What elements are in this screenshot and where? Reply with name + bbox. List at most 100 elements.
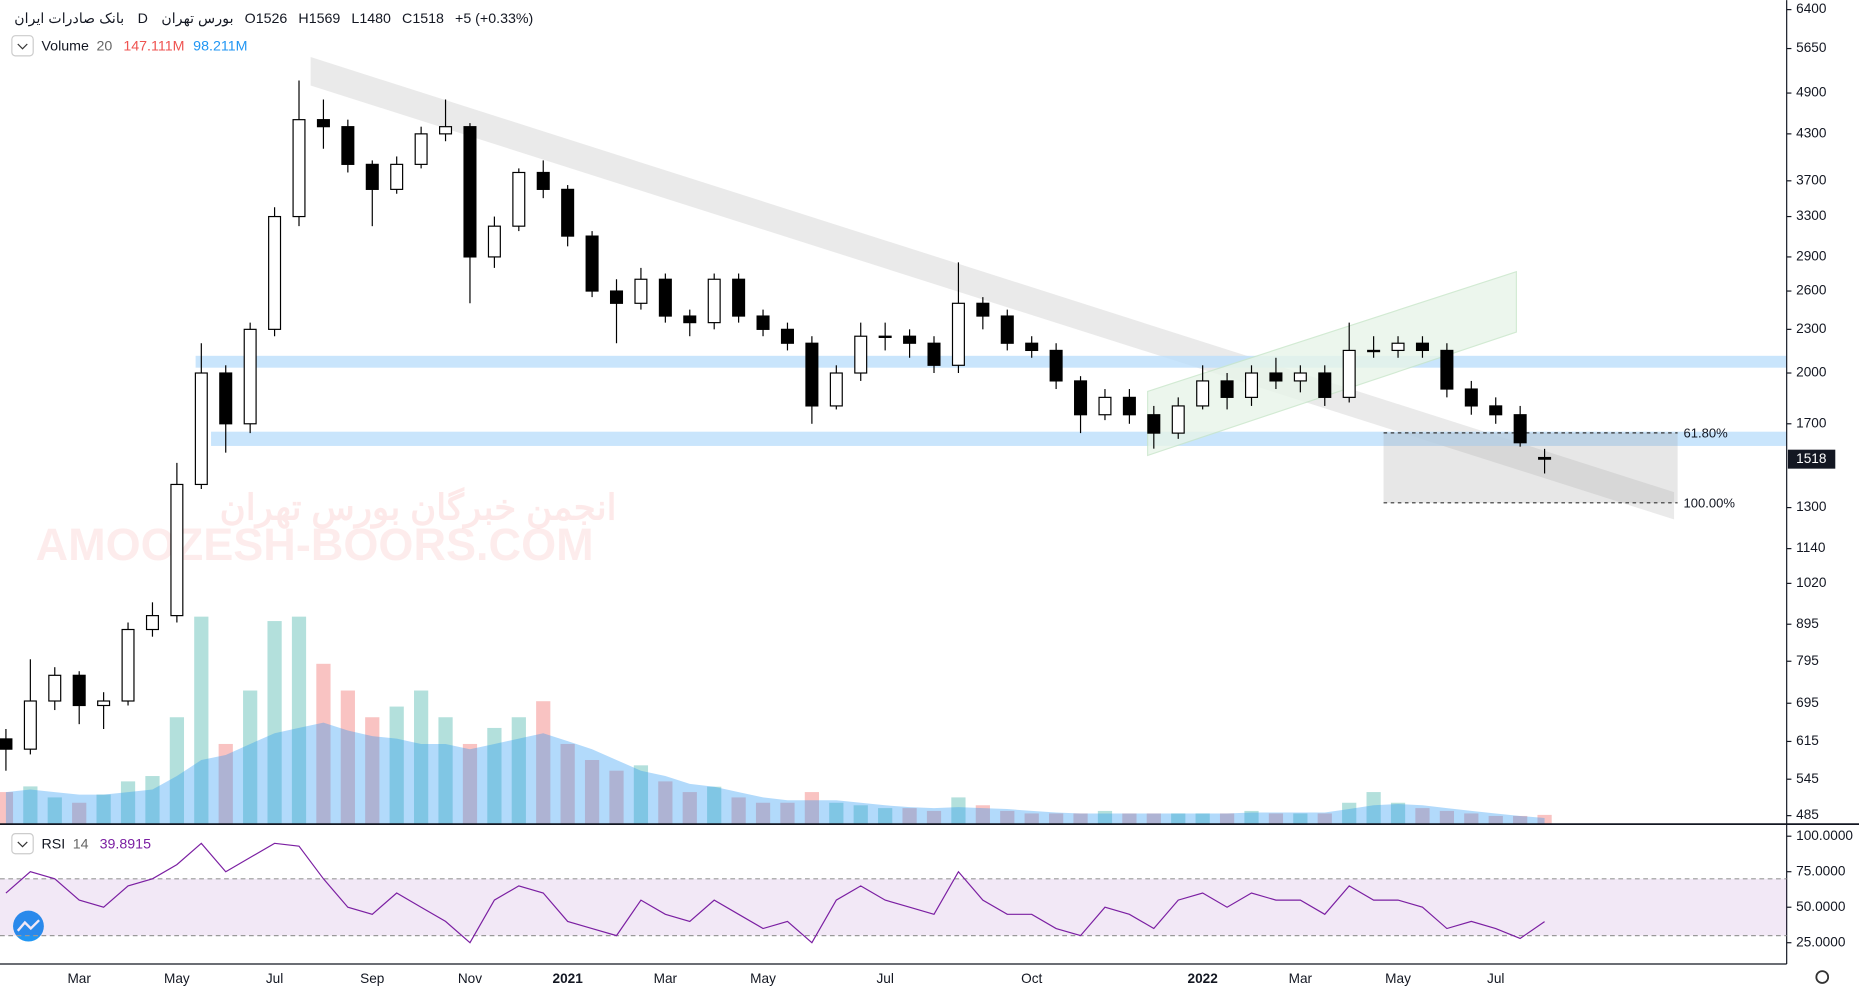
candle-body	[829, 372, 843, 407]
volume-bar	[1513, 815, 1528, 825]
volume-bar	[120, 781, 136, 825]
volume-bar	[731, 797, 746, 825]
plot: 61.80% 100.00% انجمن خبرگان بورس تهران A…	[0, 57, 1787, 825]
candle-body	[1440, 349, 1454, 390]
candle-body	[1489, 405, 1503, 416]
volume-bar	[1293, 813, 1308, 825]
volume-bar	[1000, 810, 1015, 825]
x-tick-label: Nov	[458, 971, 482, 986]
candle-body	[634, 278, 648, 304]
volume-bar	[511, 717, 526, 825]
ohlc-value: 1526	[256, 11, 288, 27]
candle-body	[585, 235, 599, 292]
y-tick-label: 4300	[1796, 125, 1827, 140]
watermark: انجمن خبرگان بورس تهران	[220, 485, 617, 529]
price-tag-label: 1518	[1796, 451, 1826, 466]
candle-body	[561, 188, 575, 237]
x-tick-label: May	[750, 971, 776, 986]
volume-bar	[487, 727, 502, 825]
candle-body	[1269, 372, 1283, 382]
candle-body	[170, 483, 184, 617]
volume-bar	[1439, 810, 1455, 825]
fib-label: 61.80%	[1684, 426, 1729, 441]
candle-body	[23, 700, 37, 750]
candle-body	[1367, 349, 1381, 353]
candle-body	[341, 126, 355, 165]
volume-bar	[389, 706, 404, 825]
candle-body	[268, 215, 282, 330]
volume-bar	[1342, 802, 1357, 825]
candle-body	[756, 315, 770, 330]
collapse-button[interactable]	[11, 833, 34, 855]
ohlc-label: O	[245, 11, 256, 27]
volume-bar	[707, 786, 722, 825]
volume-bar	[829, 802, 844, 825]
candle-body	[1464, 388, 1478, 407]
volume-ma-area	[5, 722, 1545, 825]
y-tick-label: 3700	[1796, 172, 1827, 187]
y-tick-label: 615	[1796, 733, 1819, 748]
candle-body	[316, 119, 330, 128]
volume-bar	[584, 759, 600, 825]
volume-bar	[1366, 792, 1381, 825]
candle-body	[72, 674, 86, 707]
candle-body	[487, 225, 501, 258]
candle-body	[658, 278, 672, 317]
volume-bar	[633, 765, 649, 825]
candle-body	[903, 335, 917, 344]
rsi-band	[0, 878, 1787, 936]
x-tick-label: Jul	[1487, 971, 1504, 986]
rsi-legend: RSI 14 39.8915	[41, 836, 151, 852]
candle-body	[97, 700, 111, 707]
fib-box	[1383, 432, 1678, 503]
candle-body	[805, 342, 819, 407]
candle-body	[976, 302, 990, 317]
y-tick-label: 4900	[1796, 85, 1827, 100]
y-tick-label: 2000	[1796, 365, 1827, 380]
ohlc-label: H	[298, 11, 308, 27]
candle-body	[439, 126, 453, 135]
candle-body	[854, 335, 868, 374]
volume-bar	[1195, 813, 1210, 825]
volume-bar	[560, 743, 575, 825]
volume-bar	[1024, 813, 1039, 825]
y-tick-label: 695	[1796, 695, 1819, 710]
candle-body	[1415, 342, 1429, 352]
candle-body	[48, 674, 62, 702]
volume-bar	[853, 805, 868, 825]
volume-bar	[658, 781, 673, 825]
y-tick-label: 2900	[1796, 249, 1827, 264]
collapse-button[interactable]	[11, 35, 34, 57]
volume-bar	[47, 797, 62, 825]
y-tick-label: 1020	[1796, 575, 1827, 590]
candle-body	[463, 126, 477, 258]
ohlc-value: 1518	[412, 11, 444, 27]
candle-body	[1196, 380, 1210, 407]
volume-bar	[1415, 808, 1430, 825]
change: +5 (+0.33%)	[455, 11, 533, 27]
exchange: بورس تهران	[161, 11, 233, 27]
x-tick-label: Mar	[1289, 971, 1313, 986]
volume-bar	[1317, 813, 1332, 825]
price-tag	[1787, 449, 1836, 469]
candle-body	[878, 335, 892, 338]
candle-body	[414, 133, 428, 165]
rsi-tick-label: 100.0000	[1796, 828, 1853, 843]
settings-icon[interactable]	[1815, 970, 1830, 984]
chevron	[17, 841, 28, 848]
volume-bar	[414, 690, 429, 825]
rsi-tick-label: 50.0000	[1796, 899, 1846, 914]
candle-body	[707, 278, 721, 324]
volume-bar	[1049, 813, 1064, 825]
rsi-name: RSI	[41, 836, 65, 852]
volume-bar	[1244, 810, 1259, 825]
candle-body	[732, 278, 746, 317]
volume-bar	[145, 776, 160, 825]
volume-bar	[609, 770, 624, 825]
trend-channel	[310, 57, 1675, 520]
candle-body	[1293, 372, 1307, 382]
volume-name: Volume	[41, 38, 89, 54]
rsi-length: 14	[73, 836, 89, 852]
